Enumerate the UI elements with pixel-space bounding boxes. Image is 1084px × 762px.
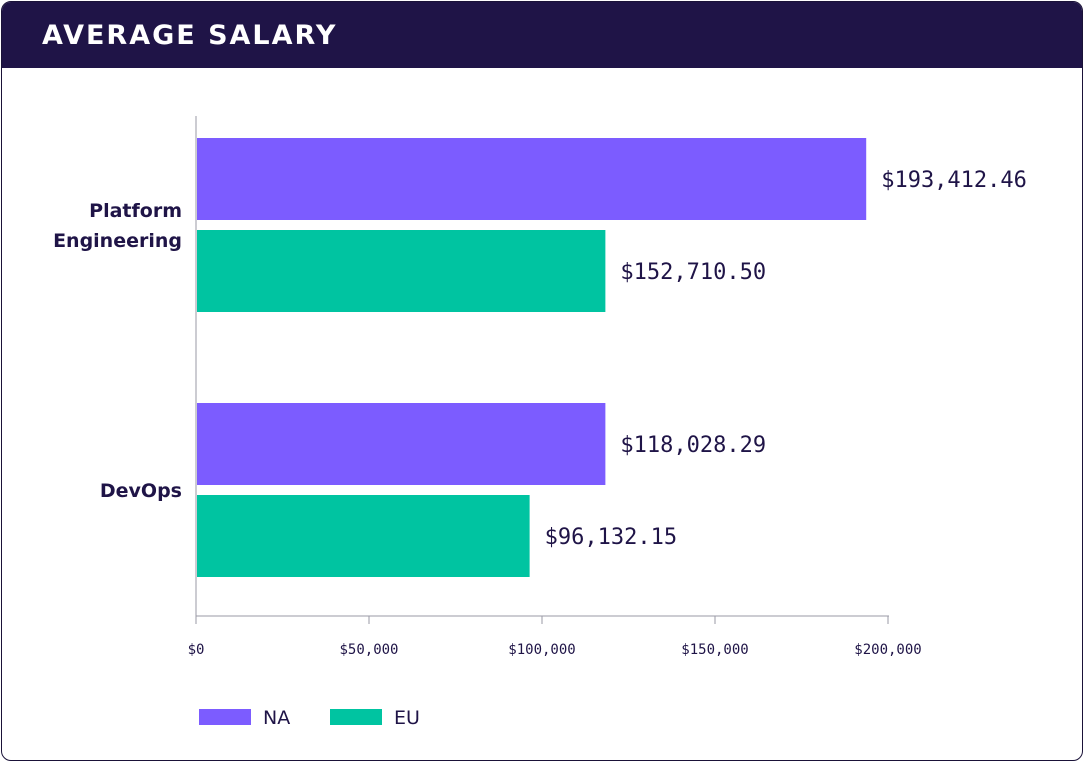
x-tick-label: $0 xyxy=(188,642,205,658)
value-label: $152,710.50 xyxy=(620,260,766,285)
x-tick-label: $150,000 xyxy=(681,642,748,658)
bar-na-0 xyxy=(197,138,867,220)
category-label: DevOps xyxy=(100,480,182,502)
category-label: Platform xyxy=(89,200,182,222)
bar-na-1 xyxy=(197,403,606,485)
x-tick-label: $50,000 xyxy=(339,642,398,658)
category-label: Engineering xyxy=(53,230,182,252)
legend-label-na: NA xyxy=(263,707,290,729)
bar-eu-0 xyxy=(197,230,606,312)
chart-title: AVERAGE SALARY xyxy=(42,19,338,51)
value-label: $193,412.46 xyxy=(881,168,1027,193)
chart-header: AVERAGE SALARY xyxy=(2,2,1082,68)
x-tick-label: $200,000 xyxy=(854,642,921,658)
legend-swatch-na xyxy=(199,709,251,725)
value-label: $118,028.29 xyxy=(620,433,766,458)
x-tick-label: $100,000 xyxy=(508,642,575,658)
bar-eu-1 xyxy=(197,495,530,577)
legend-label-eu: EU xyxy=(394,707,420,729)
value-label: $96,132.15 xyxy=(545,525,677,550)
legend-swatch-eu xyxy=(330,709,382,725)
